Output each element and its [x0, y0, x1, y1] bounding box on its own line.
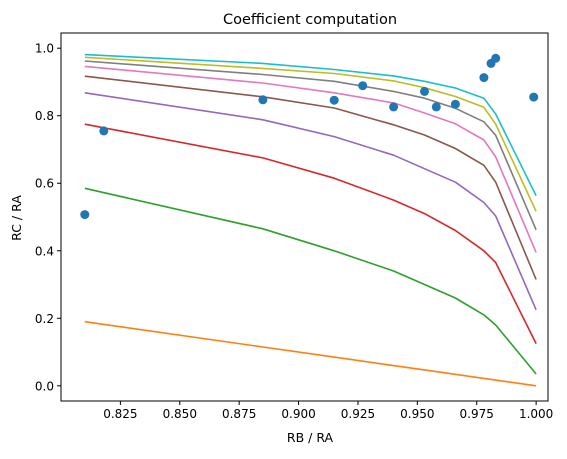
series-layer: [84, 53, 537, 387]
scatter-point-7: [420, 86, 429, 96]
scatter-point-3: [258, 95, 268, 105]
series-line-3: [84, 123, 537, 344]
series-line-5: [84, 75, 537, 280]
x-tick-label: 0.900: [281, 407, 315, 421]
x-tick-label: 1.000: [519, 407, 553, 421]
series-line-6: [84, 65, 537, 253]
scatter-point-2: [99, 126, 109, 136]
y-tick-label: 1.0: [35, 42, 54, 56]
scatter-point-8: [431, 102, 441, 112]
series-line-8: [84, 56, 537, 212]
y-tick-label: 0.8: [35, 109, 54, 123]
plot-frame: [60, 32, 549, 402]
x-tick-label: 0.925: [341, 407, 375, 421]
y-tick-label: 0.6: [35, 177, 54, 191]
x-tick-label: 0.975: [460, 407, 494, 421]
series-line-2: [84, 187, 537, 375]
x-axis-label: RB / RA: [287, 430, 334, 445]
y-tick-label: 0.0: [35, 379, 54, 393]
y-axis-label: RC / RA: [9, 195, 24, 241]
x-tick-label: 0.825: [103, 407, 137, 421]
x-tick-label: 0.850: [163, 407, 197, 421]
scatter-point-5: [358, 81, 368, 91]
scatter-point-4: [329, 95, 339, 105]
series-line-7: [84, 60, 537, 231]
scatter-point-6: [389, 102, 399, 112]
y-tick-label: 0.4: [35, 244, 54, 258]
series-line-9: [84, 53, 537, 197]
scatter-point-13: [529, 92, 539, 102]
y-tick-label: 0.2: [35, 312, 54, 326]
x-tick-label: 0.875: [222, 407, 256, 421]
series-line-4: [84, 92, 537, 311]
scatter-point-10: [479, 73, 489, 83]
series-line-1: [84, 320, 537, 387]
x-tick-label: 0.950: [400, 407, 434, 421]
scatter-point-9: [450, 99, 460, 109]
scatter-point-12: [491, 53, 501, 63]
scatter-layer: [80, 53, 539, 220]
axes-layer: 0.825 0.850 0.875 0.900 0.925 0.950 0.975 1.000…: [35, 32, 553, 421]
chart-title: Coefficient computation: [223, 12, 397, 28]
scatter-point-1: [80, 210, 90, 220]
